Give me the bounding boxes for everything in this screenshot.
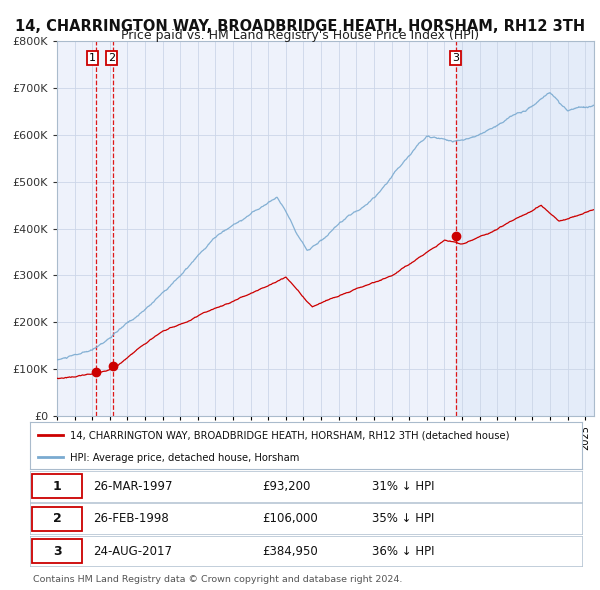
FancyBboxPatch shape [32,507,82,530]
Text: 2: 2 [108,53,115,63]
Bar [456,41,594,416]
FancyBboxPatch shape [32,539,82,563]
Text: 35% ↓ HPI: 35% ↓ HPI [372,512,434,525]
Text: 26-MAR-1997: 26-MAR-1997 [94,480,173,493]
Text: Contains HM Land Registry data © Crown copyright and database right 2024.: Contains HM Land Registry data © Crown c… [33,575,403,584]
Text: Price paid vs. HM Land Registry's House Price Index (HPI): Price paid vs. HM Land Registry's House … [121,29,479,42]
Text: 31% ↓ HPI: 31% ↓ HPI [372,480,435,493]
Text: 36% ↓ HPI: 36% ↓ HPI [372,545,435,558]
Text: 14, CHARRINGTON WAY, BROADBRIDGE HEATH, HORSHAM, RH12 3TH: 14, CHARRINGTON WAY, BROADBRIDGE HEATH, … [15,19,585,34]
Text: 3: 3 [53,545,61,558]
Text: 1: 1 [53,480,61,493]
Text: 24-AUG-2017: 24-AUG-2017 [94,545,172,558]
Text: 1: 1 [89,53,96,63]
Text: 26-FEB-1998: 26-FEB-1998 [94,512,169,525]
Text: 14, CHARRINGTON WAY, BROADBRIDGE HEATH, HORSHAM, RH12 3TH (detached house): 14, CHARRINGTON WAY, BROADBRIDGE HEATH, … [70,431,509,441]
Text: £93,200: £93,200 [262,480,310,493]
Text: 2: 2 [53,512,61,525]
Text: 3: 3 [452,53,459,63]
Text: £384,950: £384,950 [262,545,317,558]
Text: HPI: Average price, detached house, Horsham: HPI: Average price, detached house, Hors… [70,453,299,463]
Text: £106,000: £106,000 [262,512,317,525]
FancyBboxPatch shape [32,474,82,498]
